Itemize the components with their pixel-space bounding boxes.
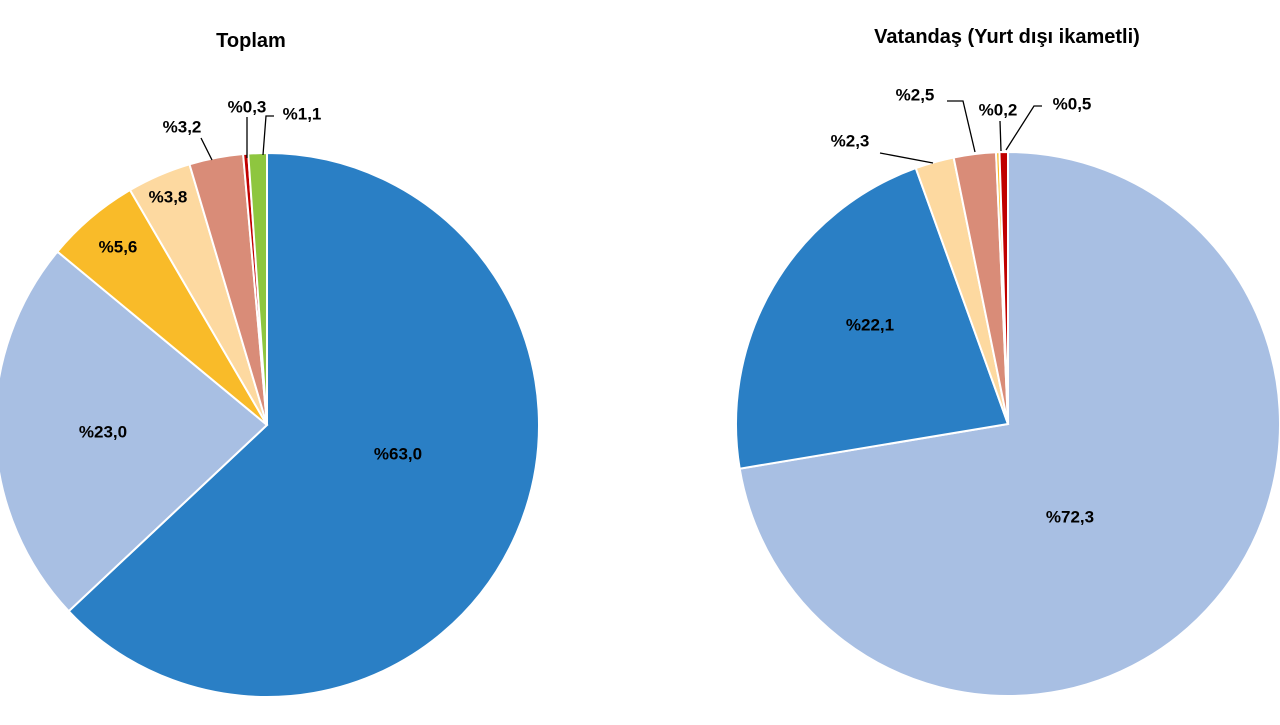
label-leader-line [1005,105,1042,151]
chart-title-vatandas: Vatandaş (Yurt dışı ikametli) [874,26,1140,48]
slice-data-label: %0,5 [1053,94,1092,113]
slice-data-label: %23,0 [79,422,127,441]
pie-slice [738,150,1280,697]
pie-slice [998,150,1009,425]
slice-data-label: %2,5 [896,85,935,104]
pie-slice [735,166,1010,470]
label-leader-line [262,115,274,156]
slice-data-label: %3,2 [163,117,202,136]
slice-data-label: %2,3 [831,131,870,150]
slice-data-label: %0,2 [979,100,1018,119]
chart-title-toplam: Toplam [216,30,286,52]
label-leader-line [947,100,976,153]
slice-data-label: %72,3 [1046,507,1094,526]
pie-slice [67,151,540,698]
pie-chart-vatandas: %72,3 %22,1 %2,3 %2,5 %0,2 %0,5 [735,85,1280,697]
slice-data-label: %22,1 [846,315,894,334]
pie-chart-toplam: %63,0 %23,0 %5,6 %3,8 %3,2 %0,3 %1,1 [0,97,540,698]
slice-data-label: %0,3 [228,97,267,116]
pie-slice [0,250,269,613]
label-leader-line [879,152,934,164]
slice-data-label: %3,8 [149,187,188,206]
slice-data-label: %5,6 [99,237,138,256]
slice-data-label: %63,0 [374,444,422,463]
pie-slice [247,151,268,426]
slice-data-label: %1,1 [283,104,322,123]
label-leader-line [999,120,1002,152]
label-leader-line [200,137,213,161]
